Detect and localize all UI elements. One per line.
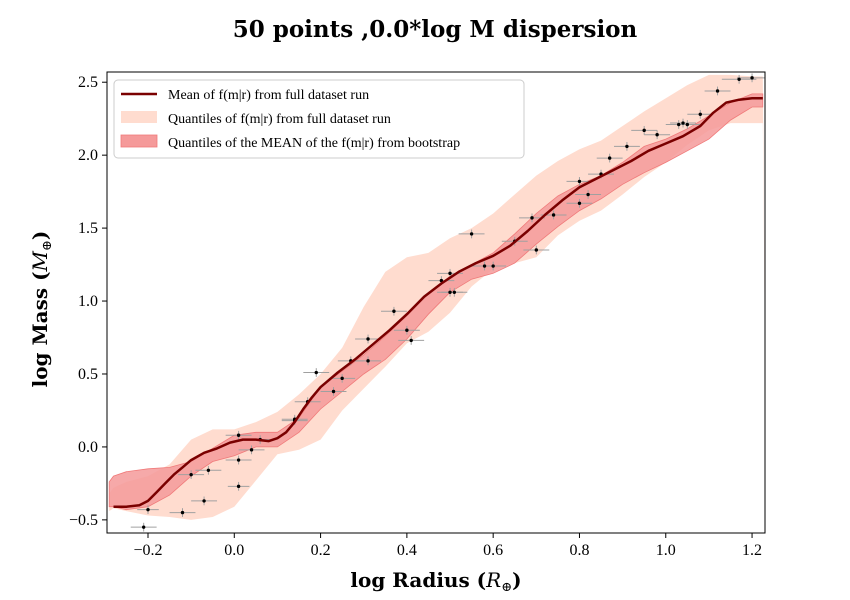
y-axis-label-symbol: M bbox=[28, 250, 52, 272]
data-point bbox=[685, 122, 690, 127]
y-tick-label: 1.0 bbox=[78, 293, 98, 310]
y-tick-label: 1.5 bbox=[78, 220, 98, 237]
data-point bbox=[236, 484, 241, 489]
data-point bbox=[482, 264, 487, 268]
data-point bbox=[392, 309, 396, 313]
mean-curve bbox=[113, 97, 763, 508]
data-point bbox=[141, 525, 146, 529]
data-point bbox=[409, 338, 413, 343]
data-point bbox=[655, 133, 659, 137]
data-point bbox=[677, 122, 681, 127]
chart-title: 50 points ,0.0*log M dispersion bbox=[233, 16, 638, 43]
y-tick-label: −0.5 bbox=[69, 512, 98, 529]
x-tick-label: 0.4 bbox=[397, 542, 417, 559]
data-point bbox=[314, 370, 318, 375]
data-point bbox=[625, 144, 629, 149]
y-tick-label: 0.5 bbox=[78, 366, 98, 383]
data-point bbox=[577, 179, 582, 184]
x-axis-label: log Radius (R⊕) bbox=[350, 568, 521, 595]
data-point bbox=[642, 128, 646, 133]
mean-line bbox=[113, 97, 763, 508]
x-axis-label-text: log Radius ( bbox=[350, 568, 486, 592]
x-tick-label: −0.2 bbox=[133, 542, 162, 559]
data-point bbox=[577, 201, 582, 205]
y-axis-ticks: −0.5 0.0 0.5 1.0 1.5 2.0 2.5 bbox=[69, 74, 107, 529]
x-tick-label: 0.0 bbox=[224, 542, 244, 559]
legend-swatch-inner-band bbox=[120, 134, 158, 148]
data-point bbox=[448, 290, 452, 294]
data-point bbox=[698, 112, 702, 117]
legend: Mean of f(m|r) from full dataset run Qua… bbox=[113, 79, 525, 159]
data-point bbox=[189, 472, 193, 477]
x-tick-label: 1.2 bbox=[742, 542, 762, 559]
x-axis-ticks: −0.2 0.0 0.2 0.4 0.6 0.8 1.0 1.2 bbox=[133, 533, 762, 559]
x-tick-label: 0.2 bbox=[311, 542, 331, 559]
x-tick-label: 1.0 bbox=[656, 542, 676, 559]
y-axis-label-subscript: ⊕ bbox=[40, 240, 55, 251]
x-tick-label: 0.6 bbox=[483, 542, 503, 559]
y-axis-label: log Mass (M⊕) bbox=[28, 231, 55, 388]
data-point bbox=[236, 433, 241, 437]
data-point bbox=[715, 89, 720, 93]
data-point bbox=[586, 192, 590, 197]
data-point bbox=[737, 77, 741, 81]
y-axis-label-text: log Mass ( bbox=[28, 271, 52, 387]
x-tick-label: 0.8 bbox=[569, 542, 589, 559]
y-tick-label: 0.0 bbox=[78, 439, 98, 456]
plot-frame bbox=[106, 71, 766, 534]
legend-box bbox=[113, 79, 525, 159]
y-tick-label: 2.5 bbox=[78, 74, 98, 91]
data-point bbox=[249, 448, 254, 452]
data-point bbox=[180, 510, 185, 515]
data-point bbox=[405, 328, 409, 332]
data-point bbox=[146, 507, 150, 512]
data-point bbox=[340, 376, 344, 381]
data-point bbox=[750, 76, 754, 80]
x-axis-label-symbol: R bbox=[485, 568, 501, 592]
data-point bbox=[206, 468, 211, 472]
legend-entry-inner-band: Quantiles of the MEAN of the f(m|r) from… bbox=[168, 136, 460, 151]
legend-entry-mean: Mean of f(m|r) from full dataset run bbox=[168, 88, 369, 103]
data-point bbox=[366, 359, 370, 363]
data-point bbox=[366, 337, 370, 341]
data-point bbox=[236, 458, 241, 462]
x-axis-label-subscript: ⊕ bbox=[501, 580, 512, 595]
data-point bbox=[491, 264, 495, 268]
data-point bbox=[534, 248, 539, 252]
data-point bbox=[681, 121, 685, 125]
data-point bbox=[452, 290, 457, 294]
data-point bbox=[331, 389, 336, 394]
data-point bbox=[551, 213, 556, 217]
y-axis-label-close: ) bbox=[28, 231, 52, 240]
legend-entry-outer-band: Quantiles of f(m|r) from full dataset ru… bbox=[168, 112, 391, 127]
data-point bbox=[607, 156, 612, 160]
x-axis-label-close: ) bbox=[512, 568, 521, 592]
data-point bbox=[530, 216, 534, 220]
plot-area bbox=[108, 73, 765, 532]
data-point bbox=[448, 271, 452, 276]
y-tick-label: 2.0 bbox=[78, 147, 98, 164]
data-point bbox=[202, 499, 206, 503]
data-point bbox=[469, 232, 474, 236]
legend-swatch-outer-band bbox=[121, 111, 157, 123]
